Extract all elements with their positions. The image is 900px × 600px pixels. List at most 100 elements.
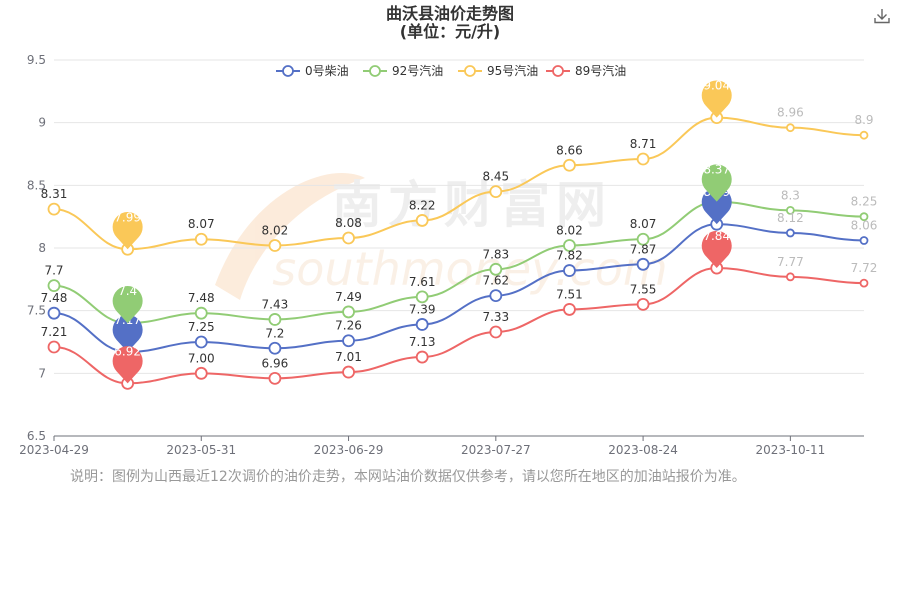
data-label: 7.43 <box>262 297 289 311</box>
data-label: 7.26 <box>335 319 362 333</box>
download-icon-glyph <box>874 9 890 24</box>
pin-shape <box>701 186 732 225</box>
data-point <box>415 214 429 227</box>
data-point <box>785 272 795 282</box>
data-point <box>636 257 650 271</box>
data-point <box>47 306 61 320</box>
download-icon[interactable] <box>872 6 892 26</box>
y-tick-label: 8.5 <box>27 178 46 192</box>
legend-label: 89号汽油 <box>575 63 626 78</box>
y-tick-label: 6.5 <box>27 429 46 443</box>
data-label: 8.08 <box>335 216 362 230</box>
data-label: 8.9 <box>854 113 873 127</box>
legend-marker <box>282 65 294 77</box>
data-label: 8.31 <box>41 187 68 201</box>
watermark-swoosh <box>215 173 365 300</box>
data-label: 7.82 <box>556 249 583 263</box>
legend-label: 0号柴油 <box>305 64 349 78</box>
data-point <box>47 202 61 216</box>
data-label: 7.61 <box>409 275 436 289</box>
data-point <box>194 366 208 380</box>
data-point <box>415 290 429 304</box>
pin-shape <box>701 164 732 202</box>
data-point <box>415 350 429 364</box>
data-point <box>268 313 282 326</box>
x-tick-label: 2023-06-29 <box>314 443 384 457</box>
data-label: 8.02 <box>262 223 289 237</box>
data-label: 7.87 <box>630 242 657 256</box>
data-point <box>636 297 650 311</box>
data-label: 8.07 <box>188 217 215 231</box>
extreme-pin: 7.4 <box>112 284 143 324</box>
legend-item[interactable]: 95号汽油 <box>458 63 538 78</box>
legend-marker <box>552 65 564 77</box>
data-label: 8.96 <box>777 106 804 120</box>
extreme-pin: 6.92 <box>112 344 143 384</box>
data-label: 8.07 <box>630 217 657 231</box>
data-label: 7.7 <box>44 264 63 278</box>
pin-label: 7.4 <box>118 284 137 298</box>
data-point <box>636 232 650 246</box>
pin-label: 7.99 <box>114 210 141 224</box>
data-label: 7.21 <box>41 325 68 339</box>
legend-item[interactable]: 89号汽油 <box>546 63 626 78</box>
data-point <box>194 306 208 320</box>
pin-shape <box>112 346 143 384</box>
data-point <box>342 231 355 245</box>
data-label: 7.77 <box>777 255 804 269</box>
data-point <box>194 335 208 349</box>
data-point <box>859 236 869 245</box>
data-point <box>785 123 795 133</box>
data-label: 8.3 <box>781 188 800 202</box>
data-point <box>268 371 282 385</box>
data-label: 8.25 <box>851 195 878 209</box>
data-point <box>489 289 503 303</box>
data-point <box>268 341 282 355</box>
y-tick-label: 8 <box>38 241 46 255</box>
legend-marker <box>464 65 476 77</box>
data-label: 7.01 <box>335 350 362 364</box>
data-point <box>342 334 355 348</box>
x-tick-label: 2023-08-24 <box>608 443 678 457</box>
data-label: 7.49 <box>335 290 362 304</box>
data-label: 8.22 <box>409 198 436 212</box>
data-label: 8.66 <box>556 143 583 157</box>
data-label: 8.12 <box>777 211 804 225</box>
data-point <box>785 205 795 215</box>
extreme-pin: 7.99 <box>112 210 143 250</box>
data-point <box>859 130 869 140</box>
watermark-text-en: southmoney.com <box>272 242 667 296</box>
y-tick-label: 7 <box>38 366 46 380</box>
data-label: 7.2 <box>265 326 284 340</box>
data-label: 7.83 <box>482 247 509 261</box>
pin-shape <box>701 230 732 269</box>
data-point <box>563 264 576 277</box>
data-point <box>489 325 503 339</box>
data-label: 7.72 <box>851 261 878 275</box>
legend-label: 95号汽油 <box>487 63 538 78</box>
data-point <box>785 228 795 238</box>
legend-marker <box>369 65 381 77</box>
pin-label: 9.04 <box>703 79 730 93</box>
data-point <box>636 152 650 166</box>
legend-label: 92号汽油 <box>392 63 443 78</box>
data-label: 7.62 <box>482 274 509 288</box>
data-label: 8.45 <box>482 170 509 184</box>
data-label: 7.13 <box>409 335 436 349</box>
legend-item[interactable]: 92号汽油 <box>363 63 443 78</box>
pin-label: 6.92 <box>114 344 141 358</box>
pin-shape <box>112 286 143 324</box>
data-point <box>489 262 503 276</box>
data-label: 7.25 <box>188 320 215 334</box>
data-label: 8.02 <box>556 223 583 237</box>
data-label: 7.48 <box>188 291 215 305</box>
legend-item[interactable]: 0号柴油 <box>276 64 349 78</box>
y-tick-label: 9 <box>38 116 46 130</box>
chart-note: 说明：图例为山西最近12次调价的油价走势，本网站油价数据仅供参考，请以您所在地区… <box>70 469 746 485</box>
extreme-pin: 9.04 <box>701 79 732 118</box>
data-point <box>859 212 869 222</box>
data-label: 7.33 <box>482 310 509 324</box>
data-point <box>859 278 869 288</box>
data-point <box>194 232 208 246</box>
